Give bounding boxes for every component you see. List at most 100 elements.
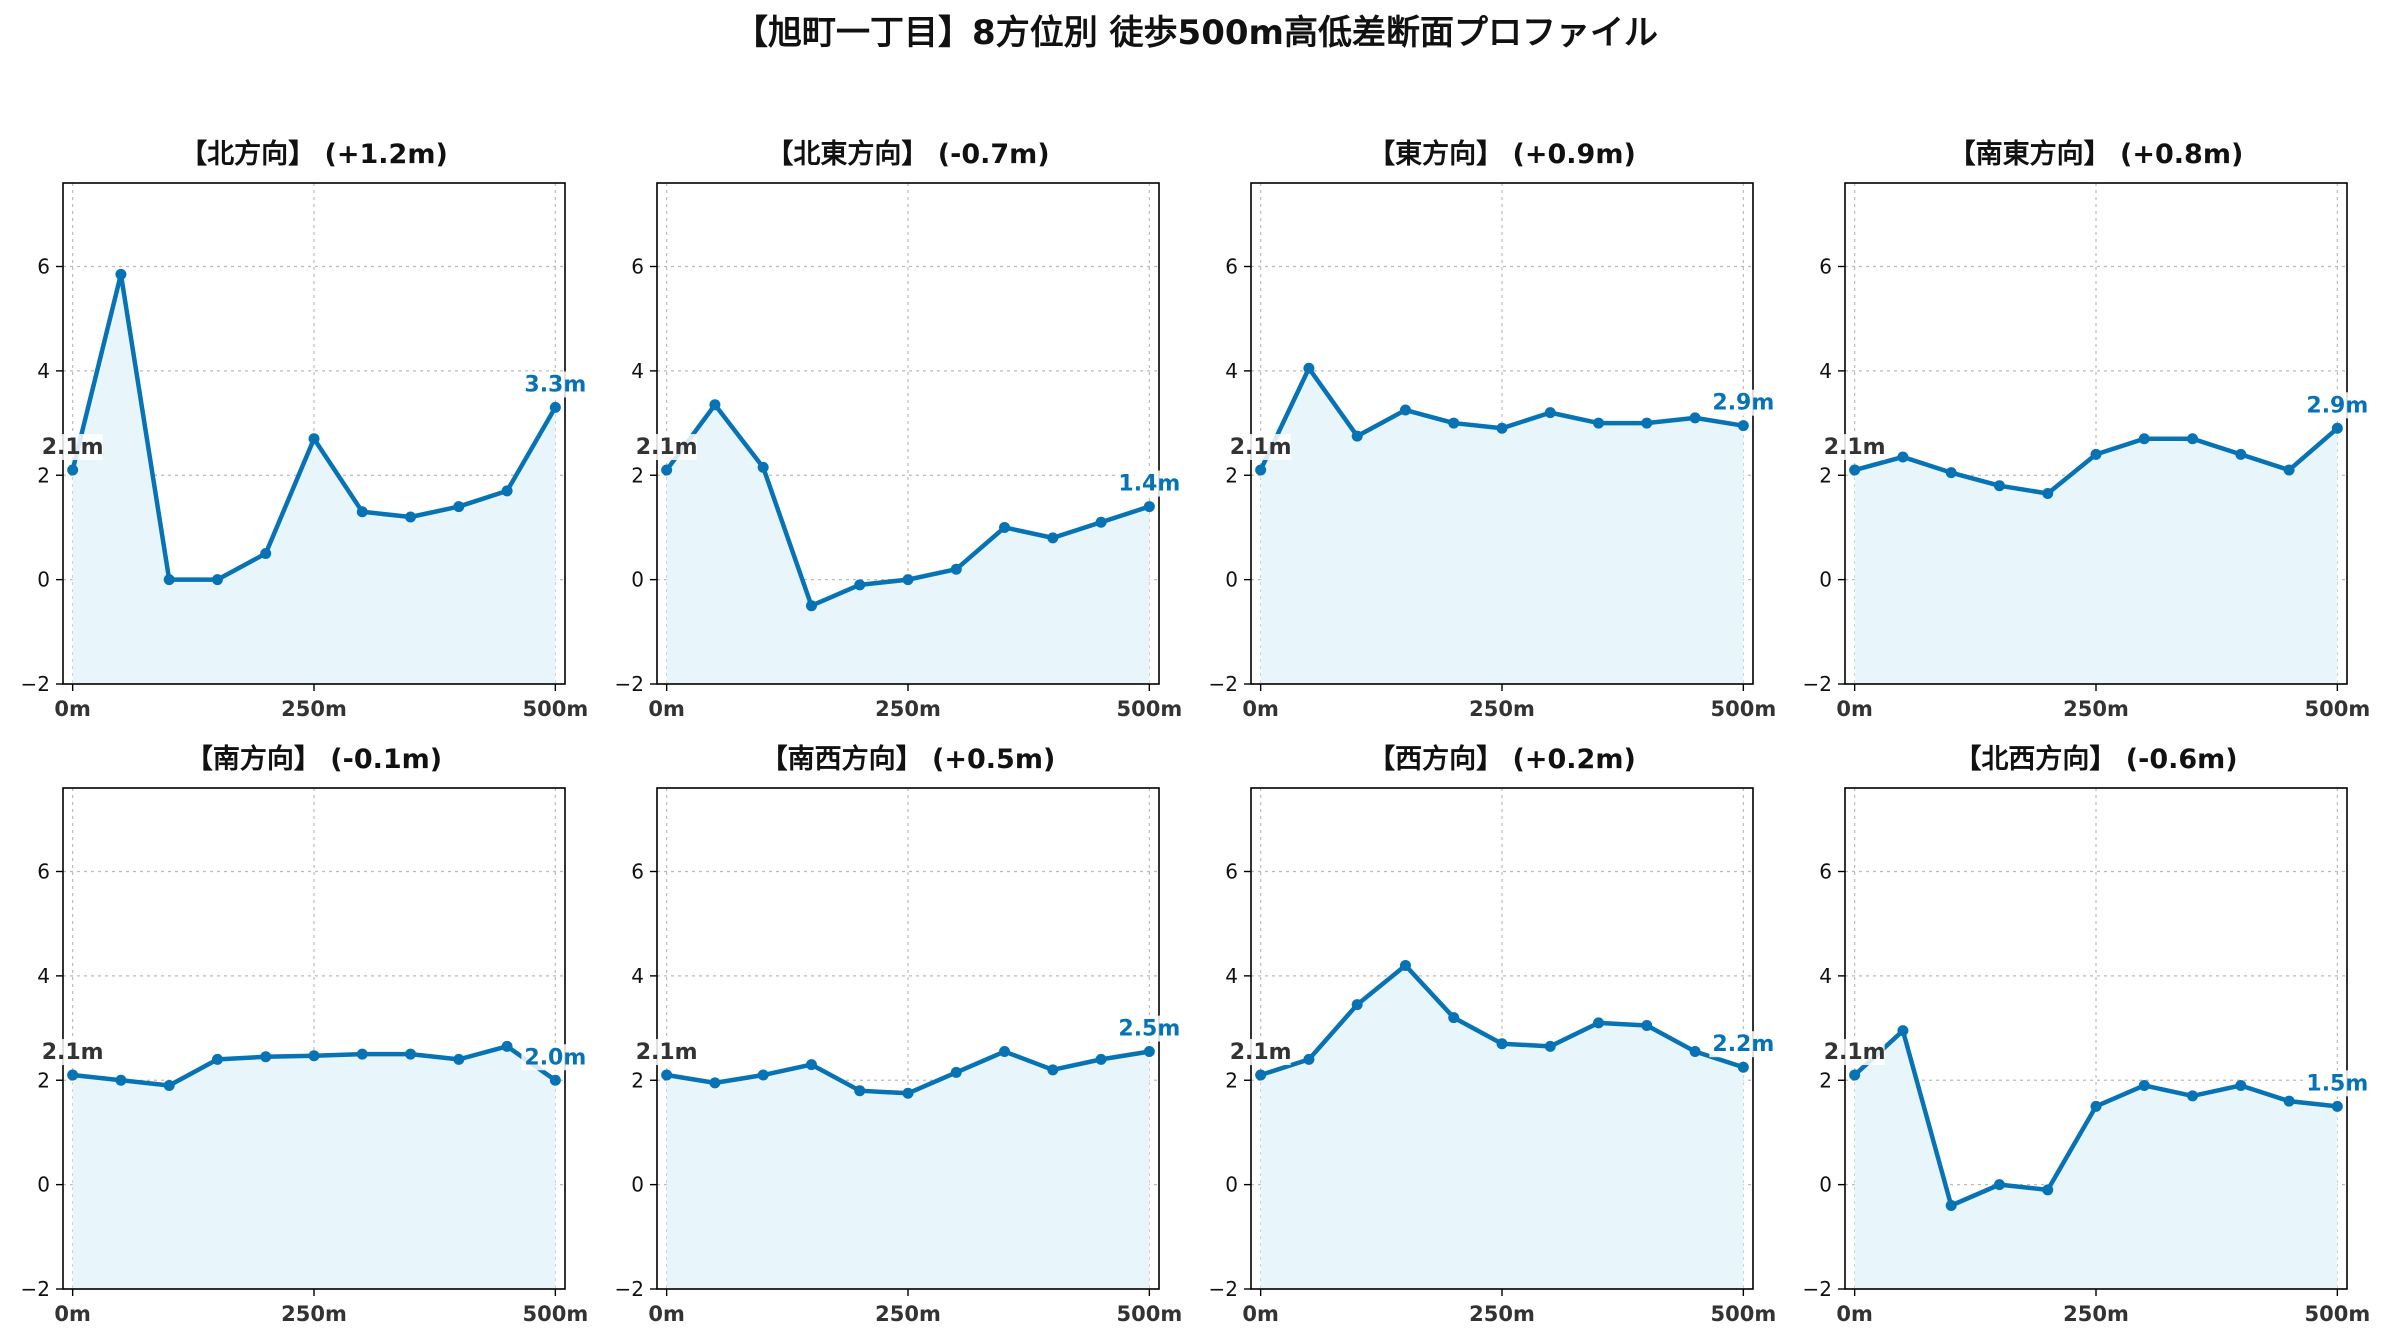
subplot-title: 【北方向】 (+1.2m) — [180, 138, 448, 170]
end-value-label: 2.9m — [2306, 393, 2368, 418]
data-point — [950, 563, 962, 575]
x-tick-label: 500m — [1710, 697, 1776, 721]
data-point — [1399, 959, 1411, 971]
subplot-6: 0m 250m 500m −2 0 2 4 6 【南西方向】 (+0.5m) 2.1m 2.5m — [615, 743, 1183, 1326]
data-point — [902, 574, 914, 586]
data-point — [356, 506, 368, 518]
data-point — [2331, 1100, 2343, 1112]
data-point — [1047, 532, 1059, 544]
data-point — [709, 399, 721, 411]
data-point — [1303, 362, 1315, 374]
data-point — [453, 1053, 465, 1065]
y-tick-label: 2 — [1819, 1068, 1832, 1092]
x-tick-label: 500m — [522, 697, 588, 721]
data-point — [1945, 467, 1957, 479]
x-tick-label: 250m — [281, 1302, 347, 1326]
data-point — [661, 464, 673, 476]
data-point — [356, 1048, 368, 1060]
data-point — [902, 1087, 914, 1099]
data-point — [260, 1051, 272, 1063]
end-label-box — [1115, 470, 1182, 497]
data-point — [1303, 1053, 1315, 1065]
y-tick-label: −2 — [1209, 672, 1238, 696]
data-point — [999, 1046, 1011, 1058]
y-tick-label: 4 — [1819, 359, 1832, 383]
data-point — [1095, 1053, 1107, 1065]
data-point — [1993, 1179, 2005, 1191]
y-tick-label: 6 — [631, 860, 644, 884]
subplot-8: 0m 250m 500m −2 0 2 4 6 【北西方向】 (-0.6m) 2.1m 1.5m — [1803, 743, 2371, 1326]
end-label-box — [1709, 1031, 1776, 1058]
area-fill — [1260, 368, 1744, 684]
area-fill — [72, 274, 556, 684]
data-point — [260, 548, 272, 560]
start-value-label: 2.1m — [1824, 435, 1886, 460]
y-tick-label: 4 — [1225, 359, 1238, 383]
y-tick-label: −2 — [615, 1277, 644, 1301]
data-point — [2187, 433, 2199, 445]
data-point — [2283, 464, 2295, 476]
y-tick-label: 2 — [631, 463, 644, 487]
data-point — [1897, 451, 1909, 463]
data-point — [1351, 430, 1363, 442]
area-fill — [1854, 428, 2338, 684]
y-tick-label: 4 — [37, 964, 50, 988]
data-point — [1544, 407, 1556, 419]
end-label-box — [2303, 392, 2370, 419]
data-point — [2090, 1100, 2102, 1112]
y-tick-label: −2 — [615, 672, 644, 696]
end-value-label: 2.2m — [1712, 1032, 1774, 1057]
data-point — [2283, 1095, 2295, 1107]
data-point — [1849, 1069, 1861, 1081]
x-tick-label: 0m — [54, 697, 91, 721]
y-tick-label: 2 — [631, 1068, 644, 1092]
start-value-label: 2.1m — [1230, 1040, 1292, 1065]
end-value-label: 2.5m — [1118, 1017, 1180, 1042]
data-point — [2187, 1090, 2199, 1102]
data-point — [211, 574, 223, 586]
x-tick-label: 250m — [281, 697, 347, 721]
x-tick-label: 0m — [648, 697, 685, 721]
end-label-box — [521, 1044, 588, 1071]
area-fill — [1854, 1030, 2338, 1289]
end-label-box — [521, 371, 588, 398]
data-point — [2042, 488, 2054, 500]
data-point — [1849, 464, 1861, 476]
x-tick-label: 500m — [1116, 1302, 1182, 1326]
data-point — [757, 1069, 769, 1081]
data-point — [163, 574, 175, 586]
y-tick-label: −2 — [21, 672, 50, 696]
x-tick-label: 500m — [1710, 1302, 1776, 1326]
data-point — [115, 268, 127, 280]
data-point — [2138, 433, 2150, 445]
data-point — [1496, 1038, 1508, 1050]
subplot-4: 0m 250m 500m −2 0 2 4 6 【南東方向】 (+0.8m) 2.1m 2.9m — [1803, 138, 2371, 721]
data-point — [1255, 464, 1267, 476]
end-value-label: 2.0m — [524, 1045, 586, 1070]
data-point — [709, 1077, 721, 1089]
y-tick-label: −2 — [1803, 1277, 1832, 1301]
x-tick-label: 500m — [522, 1302, 588, 1326]
start-value-label: 2.1m — [1230, 435, 1292, 460]
y-tick-label: 4 — [1819, 964, 1832, 988]
y-tick-label: 2 — [1819, 463, 1832, 487]
data-point — [67, 464, 79, 476]
data-point — [501, 485, 513, 497]
start-label-box — [1824, 434, 1885, 461]
y-tick-label: 4 — [1225, 964, 1238, 988]
data-point — [854, 579, 866, 591]
x-tick-label: 0m — [1242, 1302, 1279, 1326]
end-label-box — [1709, 389, 1776, 416]
end-value-label: 2.9m — [1712, 391, 1774, 416]
data-point — [453, 501, 465, 513]
data-point — [1993, 480, 2005, 492]
area-fill — [666, 1051, 1150, 1289]
y-tick-label: 2 — [1225, 463, 1238, 487]
x-tick-label: 0m — [1836, 1302, 1873, 1326]
subplot-5: 0m 250m 500m −2 0 2 4 6 【南方向】 (-0.1m) 2.1m 2.0m — [21, 743, 589, 1326]
end-label-box — [2303, 1070, 2370, 1097]
data-point — [549, 1074, 561, 1086]
data-point — [1095, 516, 1107, 528]
data-point — [2090, 448, 2102, 460]
y-tick-label: 0 — [1819, 568, 1832, 592]
